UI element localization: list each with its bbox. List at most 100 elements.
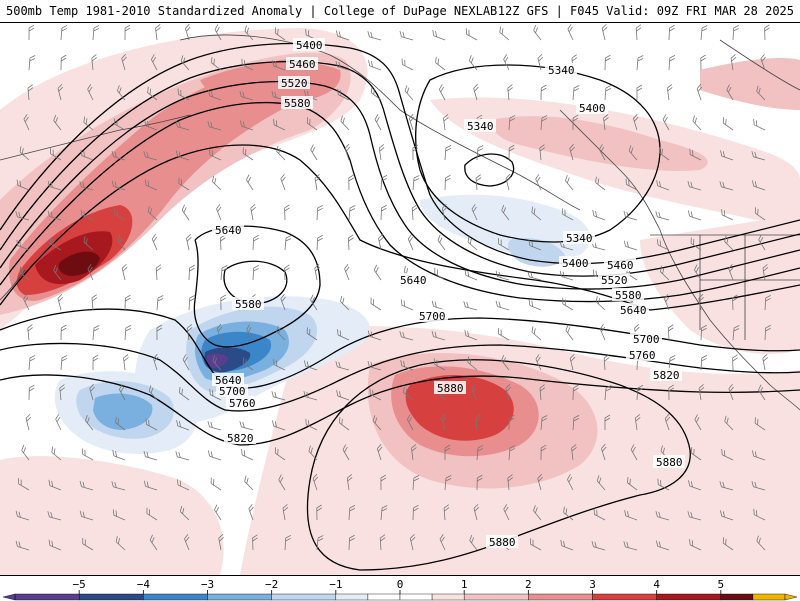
wind-barb (112, 509, 126, 521)
wind-barb (114, 207, 126, 221)
wind-barb (431, 300, 446, 311)
wind-barb (559, 270, 574, 281)
colorbar-canvas: −5 −4 −3 −2 −1 0 1 2 3 4 5 (2, 578, 798, 601)
wind-barb (754, 417, 766, 431)
wind-barb (540, 444, 547, 461)
wind-barb (115, 416, 126, 431)
contour-5580-gulf (349, 159, 800, 303)
wind-barb (144, 179, 158, 191)
wind-barb (762, 354, 768, 371)
wind-barb (348, 505, 356, 521)
wind-barb (467, 356, 478, 371)
wind-barb (47, 511, 62, 521)
wind-barb (465, 28, 478, 41)
wind-barb (508, 414, 515, 431)
wind-barb (335, 30, 350, 41)
wind-barb (540, 415, 548, 431)
colorbar-ticks: −5 −4 −3 −2 −1 0 1 2 3 4 5 (73, 578, 724, 594)
colorbar-tick-label: −4 (137, 578, 151, 591)
wind-barb (540, 115, 548, 131)
wind-barb (753, 508, 766, 521)
contour-label-5580-west: 5580 (284, 97, 311, 110)
wind-barb (92, 354, 99, 371)
wind-barb (636, 84, 643, 101)
wind-barb (569, 353, 576, 371)
wind-barb (444, 145, 452, 161)
contour-5760 (0, 342, 800, 412)
wind-barb (762, 264, 769, 281)
wind-barb (688, 480, 702, 491)
model-run-label: 12Z GFS | F045 Valid: 09Z FRI MAR 28 202… (497, 4, 794, 18)
wind-barb (216, 323, 223, 341)
wind-barb (214, 504, 222, 521)
wind-barb (508, 115, 516, 131)
wind-barb (635, 24, 642, 41)
map-area: 5400 5460 5520 5580 5340 5400 5340 5340 (0, 23, 800, 575)
wind-barb (720, 150, 734, 161)
wind-barb (342, 444, 350, 461)
wind-barb (272, 60, 286, 71)
wind-barb (121, 263, 128, 281)
wind-barb (380, 204, 387, 221)
contour-label-5880-ridge: 5880 (437, 382, 464, 395)
wind-barb (276, 145, 286, 161)
contour-label-5400-gulf: 5400 (562, 257, 589, 270)
contour-label-5880-south: 5880 (489, 536, 516, 549)
contour-label-5760-low: 5760 (229, 397, 256, 410)
wind-barb (664, 413, 671, 431)
wind-barb (604, 85, 612, 101)
wind-barb (431, 330, 446, 341)
contour-label-5340-gulf: 5340 (566, 232, 593, 245)
wind-barb (721, 448, 734, 461)
wind-barb (664, 293, 670, 311)
wind-barb (123, 354, 129, 371)
wind-barb (403, 386, 414, 401)
wind-barb (143, 480, 158, 491)
wind-barb (692, 115, 702, 131)
wind-barb (274, 27, 286, 41)
wind-barb (121, 53, 127, 71)
wind-barb (210, 477, 222, 491)
wind-barb (340, 295, 350, 311)
wind-barb (175, 150, 190, 161)
wind-barb (48, 479, 62, 491)
wind-barb (467, 236, 478, 251)
wind-barb (219, 234, 226, 251)
colorbar-tick-label: 2 (525, 578, 532, 591)
wind-barb (175, 120, 190, 131)
wind-barb (91, 294, 98, 311)
wind-barb (599, 144, 606, 161)
contour-label-5580-gulf: 5580 (615, 289, 642, 302)
wind-barb (212, 175, 222, 191)
wind-barb (507, 474, 513, 491)
colorbar-swatch (528, 593, 593, 601)
wind-barb (112, 449, 126, 461)
wind-barb (207, 421, 222, 431)
wind-barb (572, 114, 579, 131)
wind-barb (372, 415, 382, 431)
wind-barb (659, 146, 670, 161)
wind-barb (28, 55, 36, 71)
colorbar-tick-label: 4 (653, 578, 660, 591)
wind-barb (276, 325, 286, 341)
wind-barb (47, 210, 62, 221)
wind-barb (528, 239, 542, 251)
wind-barb (111, 150, 126, 161)
wind-barb (337, 329, 350, 341)
wind-barb (155, 264, 162, 281)
contour-label-5400-north: 5400 (579, 102, 606, 115)
wind-barb (537, 473, 543, 491)
wind-barb (111, 481, 126, 491)
wind-barb (412, 475, 420, 491)
contour-5460-gulf (384, 114, 800, 277)
wind-barb (370, 86, 382, 101)
contour-5820 (0, 374, 800, 446)
anomaly-shading (0, 28, 800, 575)
wind-barb (50, 148, 62, 161)
map-header: 500mb Temp 1981-2010 Standardized Anomal… (0, 0, 800, 23)
map-title: 500mb Temp 1981-2010 Standardized Anomal… (6, 4, 498, 18)
wind-barb (59, 384, 65, 401)
colorbar-tick-label: −1 (329, 578, 342, 591)
wind-barb (633, 113, 639, 131)
anomaly-cold-5-low (206, 353, 228, 368)
